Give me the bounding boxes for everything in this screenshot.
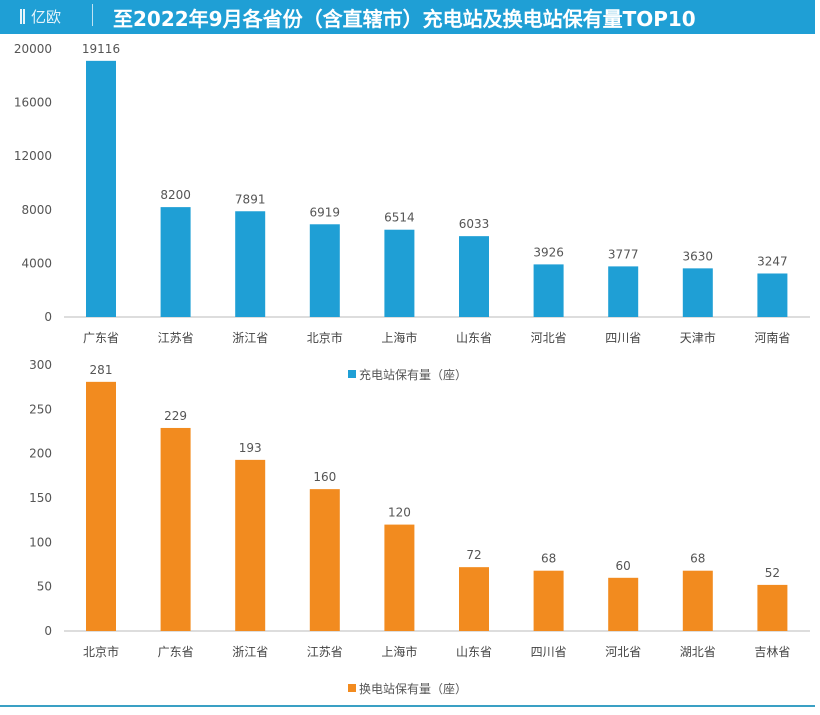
x-tick-label: 北京市	[83, 644, 119, 659]
x-tick-label: 北京市	[307, 330, 343, 345]
y-tick-label: 12000	[14, 149, 52, 163]
legend-label: 换电站保有量（座）	[359, 681, 467, 696]
x-tick-label: 山东省	[456, 331, 492, 345]
x-tick-label: 河北省	[531, 331, 567, 345]
x-tick-label: 浙江省	[232, 331, 268, 345]
legend-swatch	[348, 684, 356, 692]
data-label: 19116	[82, 42, 120, 56]
bar	[309, 489, 340, 631]
bar	[384, 524, 415, 631]
divider	[92, 4, 93, 26]
x-tick-label: 四川省	[531, 645, 567, 659]
bar	[533, 264, 564, 317]
bar	[682, 570, 713, 631]
bar	[757, 584, 788, 631]
x-tick-label: 江苏省	[158, 331, 194, 345]
x-tick-label: 广东省	[83, 331, 119, 345]
page-title: 至2022年9月各省份（含直辖市）充电站及换电站保有量TOP10	[113, 7, 696, 31]
bar	[160, 207, 191, 317]
x-tick-label: 江苏省	[307, 645, 343, 659]
bar	[533, 570, 564, 631]
x-tick-label: 吉林省	[754, 645, 790, 659]
logo-mark-icon	[20, 9, 25, 24]
bar	[682, 268, 713, 317]
bar	[608, 266, 639, 317]
x-tick-label: 天津市	[680, 330, 716, 345]
y-tick-label: 0	[44, 310, 52, 324]
y-tick-label: 4000	[21, 256, 52, 270]
data-label: 281	[90, 363, 113, 377]
logo: 亿欧	[20, 6, 61, 27]
data-label: 3926	[533, 245, 564, 259]
bar	[235, 211, 266, 317]
logo-text: 亿欧	[31, 8, 62, 26]
bar	[459, 236, 489, 317]
data-label: 52	[765, 566, 780, 580]
x-tick-label: 浙江省	[232, 645, 268, 659]
y-tick-label: 250	[29, 402, 52, 416]
data-label: 3777	[608, 247, 639, 261]
y-tick-label: 200	[29, 447, 52, 461]
bar	[608, 577, 639, 631]
x-tick-label: 山东省	[456, 645, 492, 659]
bar	[309, 224, 340, 317]
y-tick-label: 100	[29, 535, 52, 549]
x-tick-label: 河北省	[605, 645, 641, 659]
y-tick-label: 300	[29, 358, 52, 372]
data-label: 6514	[384, 211, 415, 225]
legend-swatch	[348, 370, 356, 378]
data-label: 229	[164, 409, 187, 423]
bar	[86, 60, 116, 317]
bar	[86, 381, 116, 631]
footer-divider	[0, 705, 815, 707]
y-tick-label: 20000	[14, 42, 52, 56]
y-tick-label: 16000	[14, 96, 52, 110]
data-label: 6033	[459, 217, 490, 231]
header-bar: 亿欧 至2022年9月各省份（含直辖市）充电站及换电站保有量TOP10	[0, 0, 815, 34]
data-label: 120	[388, 506, 411, 520]
x-tick-label: 上海市	[381, 330, 417, 345]
x-tick-label: 上海市	[381, 644, 417, 659]
data-label: 72	[466, 548, 481, 562]
data-label: 160	[313, 470, 336, 484]
bar	[459, 567, 489, 631]
data-label: 60	[616, 559, 631, 573]
data-label: 68	[690, 552, 705, 566]
y-tick-label: 0	[44, 624, 52, 638]
y-tick-label: 8000	[21, 203, 52, 217]
data-label: 7891	[235, 192, 266, 206]
bar	[160, 427, 191, 631]
y-tick-label: 150	[29, 491, 52, 505]
data-label: 3247	[757, 254, 788, 268]
legend-label: 充电站保有量（座）	[359, 367, 467, 382]
x-tick-label: 四川省	[605, 331, 641, 345]
bar	[757, 273, 788, 317]
x-tick-label: 河南省	[754, 330, 790, 345]
data-label: 68	[541, 552, 556, 566]
data-label: 193	[239, 441, 262, 455]
data-label: 6919	[310, 205, 341, 219]
data-label: 3630	[683, 249, 714, 263]
y-tick-label: 50	[37, 580, 52, 594]
data-label: 8200	[160, 188, 191, 202]
x-tick-label: 湖北省	[680, 644, 716, 659]
x-tick-label: 广东省	[158, 645, 194, 659]
bar	[235, 459, 266, 631]
bar	[384, 229, 415, 317]
